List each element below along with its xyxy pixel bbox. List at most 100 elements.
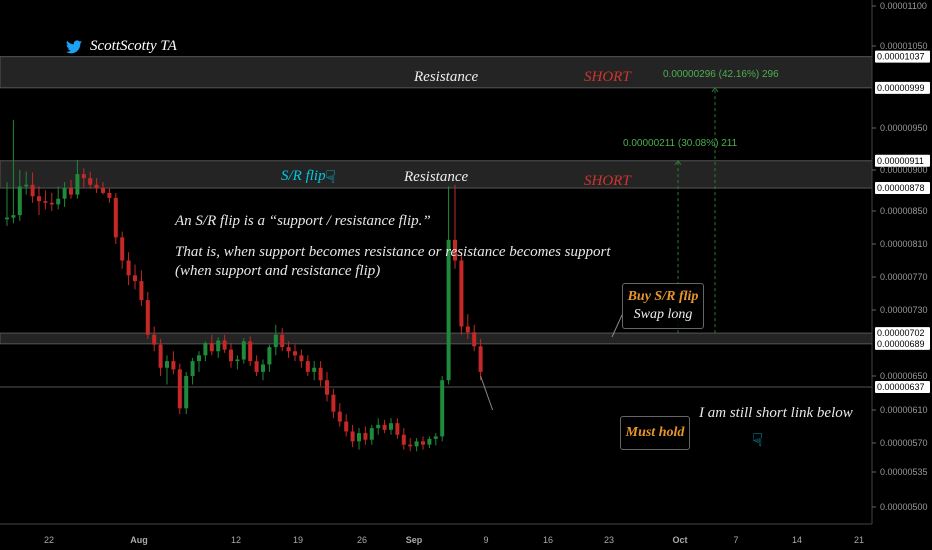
candle-body <box>24 184 29 187</box>
candle-body <box>453 239 457 261</box>
candle-body <box>94 184 99 189</box>
candle-body <box>433 436 438 439</box>
price-tick-label: 0.00000610 <box>880 405 928 415</box>
candle-body <box>280 334 285 348</box>
price-tick-label: 0.00000570 <box>880 438 928 448</box>
author-name: ScottScotty TA <box>90 38 177 54</box>
candle-body <box>465 326 470 333</box>
candle-body <box>325 380 329 395</box>
candle-body <box>69 188 73 195</box>
price-tick-label: 0.00000950 <box>880 123 928 133</box>
price-level-badge <box>875 327 930 340</box>
candle-body <box>357 433 361 442</box>
price-level-label: 0.00000702 <box>877 328 925 338</box>
candle-body <box>216 340 221 352</box>
candle-body <box>184 376 189 409</box>
price-tick-label: 0.00001100 <box>880 1 927 11</box>
price-tick-label: 0.00000535 <box>880 467 928 477</box>
candle-body <box>165 361 169 368</box>
price-level-label: 0.00001037 <box>877 52 925 62</box>
buy-flip-label: Buy S/R flip <box>627 289 699 304</box>
candle-body <box>101 188 105 193</box>
candle-body <box>395 423 400 435</box>
time-tick-label: Aug <box>130 535 148 545</box>
candle-body <box>56 198 61 205</box>
measure-arrow-mid <box>674 159 682 166</box>
candle-body <box>331 394 336 412</box>
time-tick-label: 21 <box>854 535 864 545</box>
price-level-label: 0.00000999 <box>877 83 925 93</box>
candle-body <box>248 341 253 362</box>
time-tick-label: 9 <box>483 535 488 545</box>
resistance-zone <box>0 56 873 89</box>
time-tick-label: Sep <box>406 535 423 545</box>
time-tick-label: 12 <box>231 535 241 545</box>
note-line-1: An S/R flip is a “support / resistance f… <box>175 213 431 229</box>
candle-body <box>30 184 35 197</box>
candle-body <box>318 367 323 381</box>
buy-flip-pointer <box>611 314 623 338</box>
measure-label-top: 0.00000296 (42.16%) 296 <box>663 69 779 80</box>
candle-body <box>267 347 272 365</box>
candle-body <box>152 334 157 345</box>
price-level-label: 0.00000689 <box>877 339 925 349</box>
candle-body <box>350 431 355 442</box>
resistance-label-top: Resistance <box>413 69 478 85</box>
candle-body <box>11 215 16 218</box>
candle-body <box>382 424 387 430</box>
price-tick-label: 0.00000850 <box>880 206 928 216</box>
candle-body <box>37 196 41 202</box>
short-label-mid: SHORT <box>584 173 632 189</box>
candle-body <box>261 364 265 372</box>
resistance-label-mid: Resistance <box>403 169 468 185</box>
candle-body <box>459 260 464 327</box>
candle-body <box>254 361 259 372</box>
candle-body <box>337 411 342 422</box>
candle-body <box>5 217 9 220</box>
candle-body <box>81 174 86 179</box>
time-tick-label: 23 <box>604 535 614 545</box>
candle-body <box>209 343 214 352</box>
price-level-badge <box>875 182 930 195</box>
candle-body <box>190 361 195 376</box>
candle-body <box>273 334 278 348</box>
candle-body <box>75 174 80 195</box>
price-level-badge <box>875 154 930 167</box>
candle-body <box>286 347 291 352</box>
sr-flip-definition: An S/R flip is a “support / resistance f… <box>175 212 611 281</box>
candle-body <box>133 275 137 282</box>
must-hold-label: Must hold <box>625 425 685 440</box>
candle-body <box>177 369 182 409</box>
time-tick-label: 7 <box>733 535 738 545</box>
candle-body <box>171 361 176 370</box>
price-level-label: 0.00000637 <box>877 382 925 392</box>
short-label-top: SHORT <box>584 69 632 85</box>
price-tick-label: 0.00001050 <box>880 41 928 51</box>
price-level-label: 0.00000911 <box>877 156 924 166</box>
sr-flip-label: S/R flip <box>281 168 326 184</box>
candle-body <box>472 332 477 347</box>
candle-body <box>139 281 144 301</box>
candle-body <box>17 186 22 216</box>
candle-body <box>222 340 227 350</box>
note-line-2: That is, when support becomes resistance… <box>175 244 611 260</box>
candle-body <box>389 423 393 430</box>
swap-long-label: Swap long <box>633 307 693 322</box>
resistance-zone <box>0 332 873 345</box>
note-line-3: (when support and resistance flip) <box>175 263 381 279</box>
price-tick-label: 0.00000900 <box>880 165 928 175</box>
price-level-badge <box>875 50 930 63</box>
still-short-note: I am still short link below <box>699 405 853 421</box>
candle-body <box>299 355 304 362</box>
price-level-badge <box>875 337 930 350</box>
twitter-bird-icon <box>66 39 82 53</box>
candle-body <box>427 438 432 445</box>
candle-body <box>344 421 349 432</box>
candle-body <box>312 367 317 372</box>
candle-body <box>478 346 483 372</box>
price-level-badge <box>875 81 930 94</box>
candle-body <box>43 201 48 203</box>
price-tick-label: 0.00000810 <box>880 239 928 249</box>
buy-flip-callout: Buy S/R flip Swap long <box>622 283 704 329</box>
